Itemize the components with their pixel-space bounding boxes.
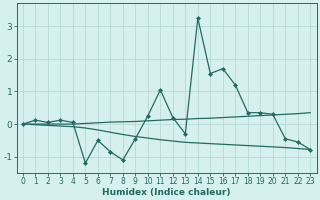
X-axis label: Humidex (Indice chaleur): Humidex (Indice chaleur) — [102, 188, 231, 197]
